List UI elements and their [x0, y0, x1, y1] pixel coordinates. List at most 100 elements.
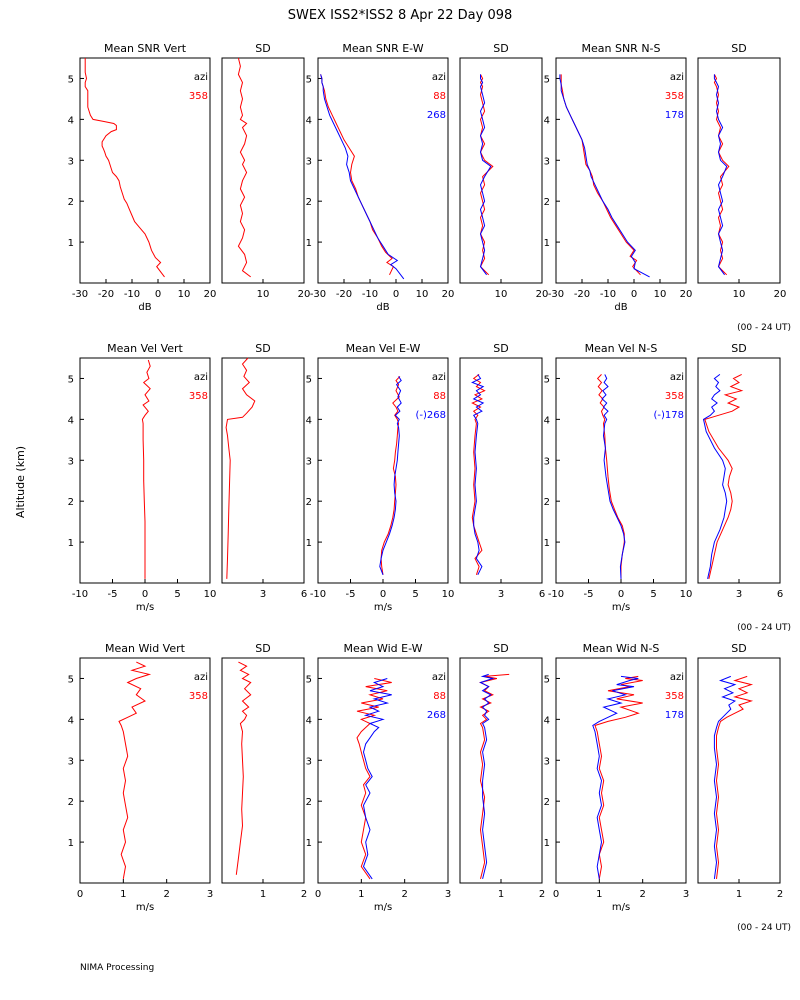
panel-frame	[697, 657, 781, 884]
x-tick-label: 1	[358, 889, 364, 900]
y-tick-label: 3	[306, 756, 312, 767]
x-tick-label: -10	[124, 289, 140, 300]
x-tick-label: 6	[777, 589, 783, 600]
y-axis-label: Altitude (km)	[14, 446, 27, 518]
panel-wid-ew: Mean Wid E-W 1 2 3 4 5 0 1 2 3 m/s azi 88 268	[306, 642, 452, 913]
series-line-358	[84, 58, 165, 278]
y-tick-label: 3	[68, 456, 74, 467]
panel-frame	[221, 657, 305, 884]
panel-title: Mean Wid Vert	[105, 642, 186, 655]
x-tick-label: -30	[310, 289, 326, 300]
x-tick-label: 2	[401, 889, 407, 900]
x-tick-label: 3	[736, 589, 742, 600]
panel-snr-ew-sd: SD 10 20	[459, 42, 549, 300]
legend-entry: 88	[433, 391, 446, 402]
x-tick-label: 20	[536, 289, 549, 300]
x-axis-label: m/s	[374, 602, 392, 613]
x-tick-label: 1	[120, 889, 126, 900]
x-axis-label: m/s	[374, 902, 392, 913]
y-tick-label: 1	[306, 838, 312, 849]
x-tick-label: 0	[553, 889, 559, 900]
x-tick-label: 20	[442, 289, 455, 300]
y-tick-label: 5	[306, 74, 312, 85]
x-axis-label: m/s	[612, 902, 630, 913]
x-axis-label: m/s	[136, 902, 154, 913]
x-tick-label: 3	[498, 589, 504, 600]
ut-label-1: (00 - 24 UT)	[737, 323, 791, 333]
y-tick-label: 4	[68, 715, 74, 726]
y-tick-label: 3	[68, 156, 74, 167]
y-tick-label: 4	[68, 115, 74, 126]
panel-wid-vert-sd: SD 1 2	[221, 642, 307, 900]
panel-title: Mean SNR E-W	[342, 42, 423, 55]
y-tick-label: 1	[544, 838, 550, 849]
panel-frame	[317, 57, 449, 284]
y-tick-label: 5	[544, 74, 550, 85]
legend-entry: azi	[194, 372, 208, 383]
series-line-88	[380, 376, 401, 575]
panel-title: SD	[731, 342, 746, 355]
x-tick-label: 10	[495, 289, 508, 300]
x-tick-label: -10	[72, 589, 88, 600]
y-tick-label: 5	[544, 674, 550, 685]
panel-frame	[317, 657, 449, 884]
x-tick-label: -10	[548, 589, 564, 600]
panel-wid-ew-sd: SD 1 2	[459, 642, 545, 900]
y-tick-label: 3	[544, 156, 550, 167]
panel-title: Mean SNR N-S	[582, 42, 661, 55]
panel-frame	[459, 357, 543, 584]
legend-entry: 358	[665, 391, 684, 402]
panel-frame	[555, 657, 687, 884]
series-line-178	[559, 74, 650, 278]
series-line-(-)268	[379, 376, 402, 575]
panel-title: SD	[731, 642, 746, 655]
x-tick-label: 3	[207, 889, 213, 900]
y-tick-label: 3	[306, 156, 312, 167]
x-tick-label: 5	[650, 589, 656, 600]
panel-title: SD	[255, 642, 270, 655]
y-tick-label: 3	[306, 456, 312, 467]
y-tick-label: 2	[306, 197, 312, 208]
panel-frame	[459, 657, 543, 884]
series-line-268	[479, 74, 492, 276]
legend-entry: azi	[432, 672, 446, 683]
y-tick-label: 4	[544, 715, 550, 726]
series-line-358	[715, 675, 754, 879]
x-tick-label: 20	[680, 289, 693, 300]
legend-entry: azi	[670, 672, 684, 683]
panel-wid-ns-sd: SD 1 2	[697, 642, 783, 900]
x-tick-label: 0	[155, 289, 161, 300]
x-tick-label: 20	[774, 289, 787, 300]
y-tick-label: 4	[544, 415, 550, 426]
y-tick-label: 4	[306, 715, 312, 726]
y-tick-label: 2	[544, 797, 550, 808]
series-line-88	[471, 374, 486, 575]
panel-vel-ew: Mean Vel E-W 1 2 3 4 5 -10 -5 0 5 10 m/s azi 88 (-)268	[306, 342, 455, 613]
x-tick-label: 0	[631, 289, 637, 300]
x-tick-label: -5	[108, 589, 118, 600]
y-tick-label: 2	[68, 797, 74, 808]
panel-wid-ns: Mean Wid N-S 1 2 3 4 5 0 1 2 3 m/s azi 358 178	[544, 642, 690, 913]
x-tick-label: 3	[260, 589, 266, 600]
x-tick-label: 10	[680, 589, 693, 600]
series-line-358	[141, 359, 151, 579]
x-tick-label: 10	[257, 289, 270, 300]
x-tick-label: 0	[618, 589, 624, 600]
panel-snr-vert-sd: SD 10 20	[221, 42, 310, 300]
x-tick-label: -20	[574, 289, 590, 300]
legend-entry: 358	[189, 91, 208, 102]
y-tick-label: 4	[544, 115, 550, 126]
x-tick-label: -5	[346, 589, 356, 600]
y-tick-label: 3	[68, 756, 74, 767]
y-tick-label: 2	[544, 497, 550, 508]
legend-entry: 88	[433, 691, 446, 702]
x-axis-label: m/s	[612, 602, 630, 613]
footer-text: NIMA Processing	[80, 963, 154, 973]
panel-title: SD	[731, 42, 746, 55]
series-line-358	[235, 661, 252, 875]
x-axis-label: dB	[376, 302, 389, 313]
x-tick-label: 1	[260, 889, 266, 900]
legend-entry: (-)178	[654, 410, 685, 421]
series-line-88	[320, 74, 395, 276]
